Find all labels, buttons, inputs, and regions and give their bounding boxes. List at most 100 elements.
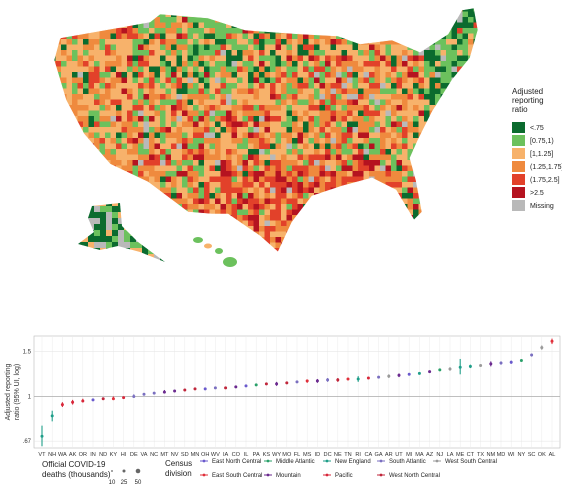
county-cell — [380, 248, 386, 252]
county-cell — [347, 105, 353, 111]
county-cell — [275, 44, 282, 51]
county-cell — [418, 160, 425, 166]
county-cell — [94, 8, 100, 12]
county-cell — [319, 17, 326, 23]
county-cell — [138, 209, 144, 216]
county-cell — [121, 182, 128, 188]
county-cell — [275, 99, 282, 106]
county-cell — [253, 127, 260, 133]
county-cell — [391, 11, 397, 18]
county-cell — [138, 226, 144, 232]
county-cell — [182, 39, 188, 45]
county-cell — [66, 11, 73, 18]
county-cell — [154, 182, 161, 188]
county-cell — [270, 143, 276, 150]
county-cell — [292, 220, 304, 227]
county-cell — [435, 160, 447, 166]
county-cell — [341, 105, 348, 111]
county-cell — [341, 11, 348, 18]
county-cell — [220, 44, 227, 51]
county-cell — [77, 138, 89, 144]
county-cell — [347, 226, 353, 232]
county-cell — [451, 138, 463, 144]
county-cell — [391, 116, 397, 122]
county-cell — [407, 154, 419, 161]
county-cell — [330, 204, 337, 210]
county-cell — [369, 204, 381, 210]
county-cell — [154, 28, 161, 34]
county-cell — [429, 50, 436, 56]
county-cell — [231, 50, 238, 56]
county-cell — [94, 230, 101, 237]
county-cell — [143, 39, 150, 45]
county-cell — [275, 182, 282, 188]
county-cell — [281, 99, 287, 106]
county-cell — [160, 182, 166, 188]
county-cell — [330, 171, 337, 177]
county-cell — [270, 94, 276, 100]
county-cell — [424, 254, 435, 260]
county-cell — [215, 231, 221, 238]
county-cell — [287, 254, 298, 260]
county-cell — [124, 224, 131, 231]
county-cell — [55, 171, 67, 177]
county-cell — [143, 182, 150, 188]
county-cell — [226, 94, 232, 100]
county-cell — [61, 8, 67, 12]
county-cell — [479, 17, 485, 23]
county-cell — [176, 160, 183, 166]
county-cell — [325, 182, 331, 188]
county-cell — [435, 11, 441, 18]
county-cell — [402, 160, 408, 166]
county-cell — [83, 8, 89, 12]
county-cell — [132, 182, 139, 188]
county-cell — [303, 165, 309, 172]
county-cell — [154, 39, 161, 45]
county-cell — [473, 215, 478, 221]
county-cell — [275, 66, 282, 73]
county-cell — [452, 254, 458, 260]
county-cell — [204, 22, 210, 29]
county-cell — [199, 254, 210, 260]
county-cell — [468, 132, 474, 139]
county-cell — [242, 220, 249, 227]
county-cell — [160, 72, 166, 78]
county-cell — [171, 66, 177, 73]
county-cell — [187, 242, 194, 249]
county-cell — [132, 110, 139, 117]
county-cell — [66, 187, 78, 194]
county-cell — [391, 8, 397, 12]
county-cell — [325, 17, 331, 23]
point-nc — [152, 391, 156, 395]
county-cell — [468, 215, 474, 221]
point-de — [132, 394, 136, 398]
county-cell — [413, 160, 425, 166]
county-cell — [94, 72, 100, 78]
x-tick-label: DE — [130, 452, 138, 458]
county-cell — [187, 187, 194, 194]
county-cell — [209, 94, 216, 100]
county-cell — [149, 154, 155, 161]
county-cell — [297, 99, 304, 106]
x-tick-label: MA — [415, 452, 424, 458]
x-tick-label: WV — [211, 452, 220, 458]
county-cell — [165, 116, 172, 122]
county-cell — [297, 149, 304, 155]
county-cell — [204, 132, 210, 139]
county-cell — [187, 94, 194, 100]
county-cell — [220, 39, 227, 45]
county-cell — [352, 187, 364, 194]
county-cell — [336, 182, 342, 188]
county-cell — [270, 50, 276, 56]
us-county-map — [53, 7, 485, 267]
county-cell — [237, 165, 243, 172]
county-cell — [66, 99, 73, 106]
county-cell — [215, 39, 221, 45]
county-cell — [314, 187, 320, 194]
county-cell — [314, 149, 320, 155]
county-cell — [319, 209, 326, 216]
county-cell — [55, 94, 62, 100]
county-cell — [424, 160, 430, 166]
county-cell — [176, 28, 183, 34]
county-cell — [88, 105, 95, 111]
